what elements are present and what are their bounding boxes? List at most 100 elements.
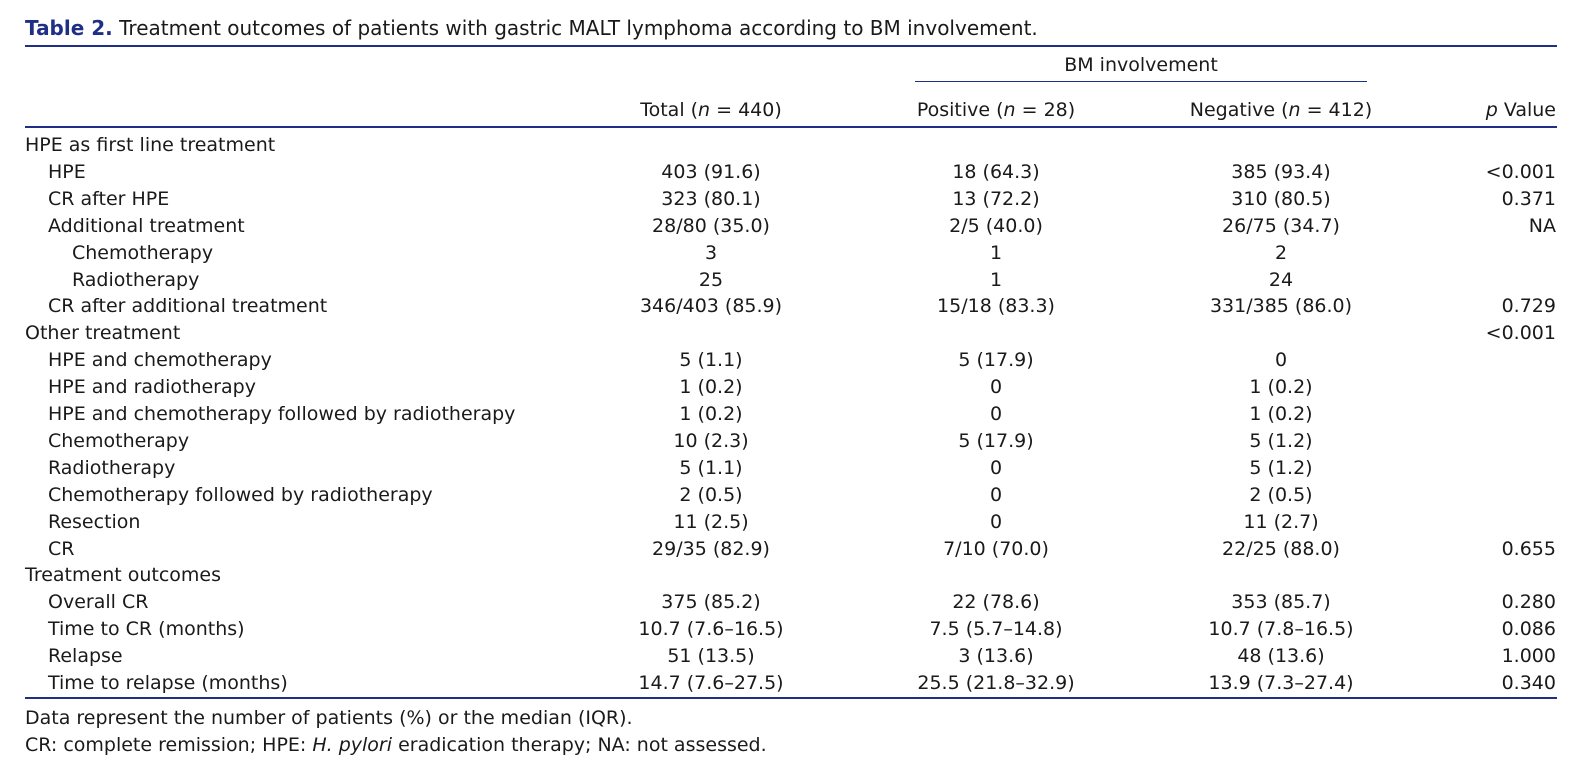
total-cell: 28/80 (35.0) (652, 215, 770, 237)
top-rule (25, 45, 1557, 47)
negative-cell: 24 (1268, 269, 1294, 291)
row-label: Chemotherapy (72, 242, 214, 264)
total-cell: 323 (80.1) (661, 188, 761, 210)
total-column-header: Total (n = 440) (640, 98, 782, 122)
total-cell: 25 (698, 269, 724, 291)
negative-cell: 1 (0.2) (1249, 403, 1313, 425)
negative-cell: 26/75 (34.7) (1222, 215, 1340, 237)
positive-header-n: n (1003, 99, 1016, 121)
row-label: Relapse (48, 645, 123, 667)
total-cell: 11 (2.5) (673, 511, 749, 533)
positive-cell: 1 (989, 242, 1003, 264)
p-value-cell: NA (1528, 215, 1556, 237)
footnote-abbr-post: eradication therapy; NA: not assessed. (392, 734, 767, 756)
table-title: Treatment outcomes of patients with gast… (119, 16, 1038, 40)
positive-cell: 1 (989, 269, 1003, 291)
table-label: Table 2. (25, 16, 113, 40)
positive-cell: 7.5 (5.7–14.8) (929, 618, 1063, 640)
positive-cell: 5 (17.9) (958, 430, 1034, 452)
negative-cell: 1 (0.2) (1249, 376, 1313, 398)
negative-cell: 10.7 (7.8–16.5) (1208, 618, 1354, 640)
p-value-cell: 0.086 (1501, 618, 1556, 640)
row-label: Time to CR (months) (48, 618, 245, 640)
p-value-cell: <0.001 (1485, 161, 1556, 183)
footnote-data-description: Data represent the number of patients (%… (25, 707, 633, 729)
negative-cell: 0 (1274, 349, 1288, 371)
positive-cell: 0 (989, 403, 1003, 425)
row-label: CR after HPE (48, 188, 170, 210)
row-label: CR after additional treatment (48, 295, 328, 317)
negative-cell: 353 (85.7) (1231, 591, 1331, 613)
row-label: HPE and chemotherapy followed by radioth… (48, 403, 516, 425)
positive-cell: 0 (989, 484, 1003, 506)
total-cell: 29/35 (82.9) (652, 538, 770, 560)
negative-header-pre: Negative ( (1189, 99, 1289, 121)
table-caption: Table 2. Treatment outcomes of patients … (25, 16, 1038, 40)
row-label: Additional treatment (48, 215, 245, 237)
positive-header-pre: Positive ( (916, 99, 1004, 121)
negative-header-post: = 412) (1300, 99, 1373, 121)
row-label: Radiotherapy (72, 269, 200, 291)
row-label: Other treatment (25, 322, 181, 344)
total-cell: 10 (2.3) (673, 430, 749, 452)
p-value-cell: 1.000 (1501, 645, 1556, 667)
negative-cell: 48 (13.6) (1237, 645, 1325, 667)
bottom-rule (25, 697, 1557, 699)
total-cell: 375 (85.2) (661, 591, 761, 613)
total-cell: 346/403 (85.9) (639, 295, 783, 317)
positive-cell: 3 (13.6) (958, 645, 1034, 667)
p-value-cell: 0.729 (1501, 295, 1556, 317)
p-value-column-header: p Value (1486, 98, 1556, 122)
row-label: Chemotherapy (48, 430, 190, 452)
total-cell: 1 (0.2) (679, 403, 743, 425)
total-cell: 51 (13.5) (667, 645, 755, 667)
positive-cell: 18 (64.3) (952, 161, 1040, 183)
row-label: HPE as first line treatment (25, 134, 276, 156)
positive-cell: 15/18 (83.3) (937, 295, 1055, 317)
positive-cell: 5 (17.9) (958, 349, 1034, 371)
p-value-cell: 0.371 (1501, 188, 1556, 210)
p-value-cell: 0.655 (1501, 538, 1556, 560)
negative-cell: 2 (0.5) (1249, 484, 1313, 506)
row-label: Radiotherapy (48, 457, 176, 479)
row-label: Time to relapse (months) (48, 672, 288, 694)
p-header-italic: p (1485, 99, 1498, 121)
total-cell: 10.7 (7.6–16.5) (638, 618, 784, 640)
negative-cell: 13.9 (7.3–27.4) (1208, 672, 1354, 694)
footnote-abbr-italic: H. pylori (312, 734, 393, 756)
positive-cell: 0 (989, 457, 1003, 479)
positive-cell: 0 (989, 376, 1003, 398)
row-label: HPE (48, 161, 86, 183)
total-cell: 3 (704, 242, 718, 264)
negative-cell: 11 (2.7) (1243, 511, 1319, 533)
p-value-cell: 0.280 (1501, 591, 1556, 613)
total-cell: 1 (0.2) (679, 376, 743, 398)
negative-header-n: n (1288, 99, 1301, 121)
negative-cell: 5 (1.2) (1249, 430, 1313, 452)
footnote-abbr-pre: CR: complete remission; HPE: (25, 734, 313, 756)
negative-cell: 385 (93.4) (1231, 161, 1331, 183)
p-value-cell: <0.001 (1485, 322, 1556, 344)
positive-cell: 2/5 (40.0) (949, 215, 1043, 237)
row-label: Chemotherapy followed by radiotherapy (48, 484, 433, 506)
positive-column-header: Positive (n = 28) (917, 98, 1075, 122)
total-header-pre: Total ( (640, 99, 699, 121)
total-cell: 2 (0.5) (679, 484, 743, 506)
negative-cell: 2 (1274, 242, 1288, 264)
positive-cell: 22 (78.6) (952, 591, 1040, 613)
row-label: CR (48, 538, 75, 560)
positive-cell: 25.5 (21.8–32.9) (917, 672, 1075, 694)
total-cell: 14.7 (7.6–27.5) (638, 672, 784, 694)
footnote-abbreviations: CR: complete remission; HPE: H. pylori e… (25, 733, 767, 757)
positive-cell: 0 (989, 511, 1003, 533)
negative-cell: 22/25 (88.0) (1222, 538, 1340, 560)
p-header-post: Value (1497, 99, 1556, 121)
row-label: Overall CR (48, 591, 149, 613)
negative-cell: 331/385 (86.0) (1209, 295, 1353, 317)
total-cell: 5 (1.1) (679, 457, 743, 479)
row-label: Resection (48, 511, 141, 533)
negative-column-header: Negative (n = 412) (1190, 98, 1372, 122)
total-cell: 403 (91.6) (661, 161, 761, 183)
total-cell: 5 (1.1) (679, 349, 743, 371)
total-header-post: = 440) (710, 99, 782, 121)
